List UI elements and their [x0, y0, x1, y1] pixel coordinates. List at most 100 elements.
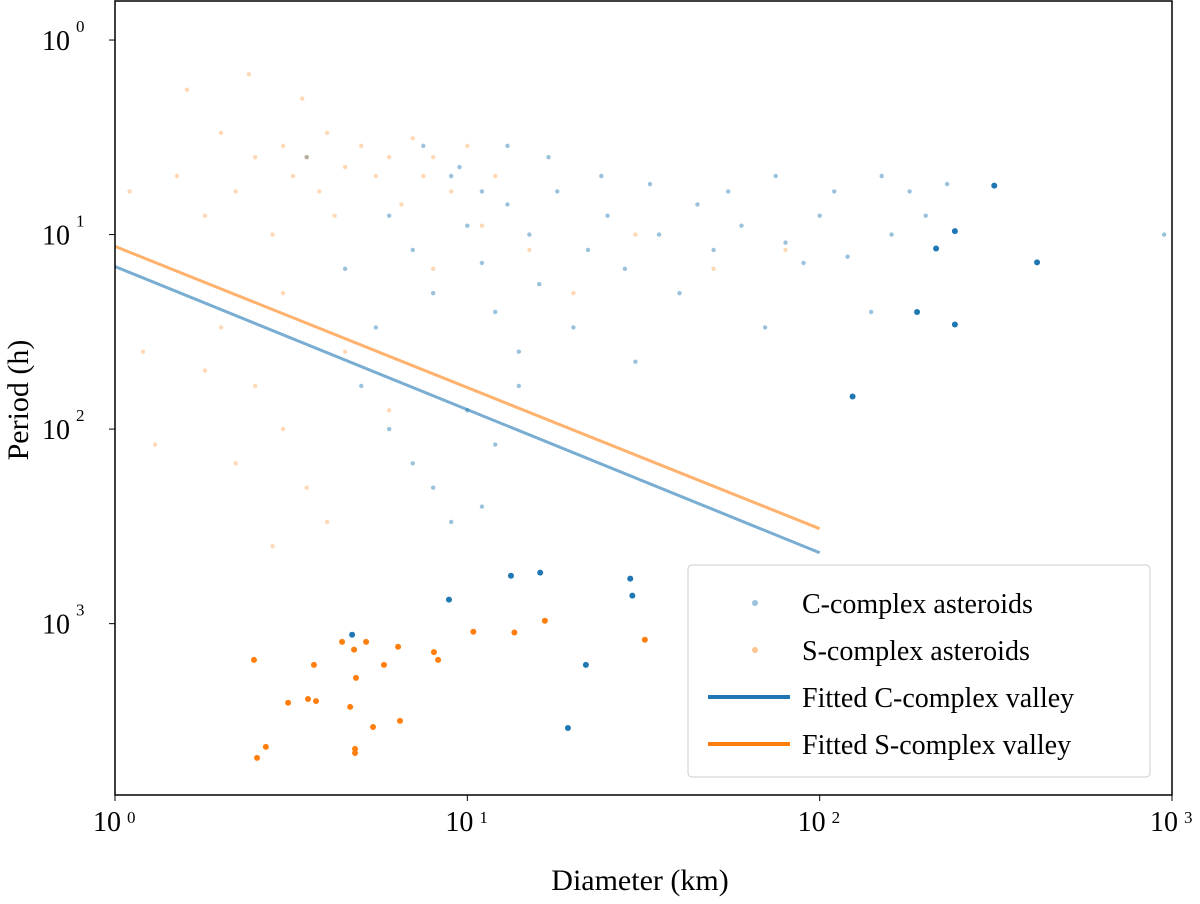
data-point [342, 266, 348, 272]
data-point [599, 173, 604, 179]
data-point [479, 260, 485, 266]
data-point [527, 247, 532, 253]
highlight-point [629, 592, 636, 599]
data-point [373, 325, 379, 330]
data-point [317, 189, 322, 194]
data-point [386, 213, 392, 218]
data-point [430, 154, 436, 160]
data-point [923, 213, 928, 218]
x-axis-label: Diameter (km) [551, 864, 728, 897]
data-point [783, 240, 788, 245]
highlight-point [435, 656, 442, 663]
data-point [465, 143, 470, 149]
data-point [479, 223, 485, 228]
data-point [253, 383, 258, 389]
highlight-point [564, 725, 571, 732]
data-point [493, 173, 498, 179]
data-point [184, 87, 190, 92]
data-point [773, 173, 778, 179]
data-point [546, 154, 551, 160]
data-point [479, 189, 485, 194]
data-point [739, 223, 744, 228]
data-point [449, 519, 454, 525]
x-tick-label: 10 [1150, 807, 1178, 838]
highlight-point [537, 569, 544, 576]
y-tick-exponent: 2 [76, 406, 85, 425]
data-point [386, 154, 392, 160]
data-point [516, 383, 522, 389]
data-point [457, 164, 462, 170]
fit-line-s [114, 244, 821, 531]
y-tick-label: 10 [42, 221, 70, 252]
data-point [280, 290, 286, 296]
y-axis-label: Period (h) [2, 340, 35, 461]
data-point [555, 189, 560, 194]
y-tick-label: 10 [42, 610, 70, 641]
legend-label: Fitted S-complex valley [802, 730, 1071, 761]
highlight-point [1034, 259, 1041, 266]
data-point [889, 232, 894, 237]
data-point [373, 173, 379, 179]
data-point [430, 485, 436, 490]
data-point [677, 290, 682, 296]
data-point [479, 504, 485, 509]
highlight-point [951, 228, 958, 235]
x-tick-exponent: 2 [832, 808, 841, 827]
highlight-point [396, 717, 403, 724]
data-point [304, 154, 309, 160]
legend-label: C-complex asteroids [802, 589, 1033, 620]
data-point [711, 266, 716, 272]
data-point [386, 426, 392, 432]
data-point [817, 213, 822, 218]
data-point [783, 247, 788, 253]
data-point [695, 202, 700, 207]
data-point [493, 309, 498, 315]
highlight-point [351, 646, 358, 653]
highlight-point [262, 743, 269, 750]
data-point [516, 349, 522, 354]
data-point [410, 136, 415, 141]
data-point [399, 202, 404, 207]
data-point [527, 232, 532, 237]
highlight-point [349, 631, 356, 638]
highlight-point [507, 572, 514, 579]
data-point [633, 359, 638, 364]
y-tick-label: 10 [42, 26, 70, 57]
legend-marker [752, 647, 758, 653]
legend-label: S-complex asteroids [802, 636, 1030, 667]
legend-marker [752, 600, 758, 606]
highlight-point [470, 628, 477, 635]
data-point [537, 282, 542, 287]
fit-line-c [114, 265, 821, 555]
data-point [571, 325, 576, 330]
y-tick-exponent: 1 [76, 212, 85, 231]
data-point [152, 442, 158, 447]
highlight-point [310, 661, 317, 668]
data-point [342, 349, 348, 354]
data-point [218, 325, 224, 330]
x-tick-exponent: 1 [479, 808, 488, 827]
data-point [430, 266, 436, 272]
data-point [585, 247, 591, 253]
y-tick-label: 10 [42, 415, 70, 446]
highlight-point [951, 321, 958, 328]
x-tick-label: 10 [798, 807, 826, 838]
highlight-point [339, 638, 346, 645]
highlight-point [511, 629, 518, 636]
data-point [324, 519, 330, 525]
data-point [762, 325, 768, 330]
data-point [571, 290, 576, 296]
data-point [300, 96, 305, 101]
data-point [430, 290, 436, 296]
highlight-point [541, 617, 548, 624]
data-point [907, 189, 912, 194]
data-point [233, 189, 238, 194]
highlight-point [285, 699, 292, 706]
data-point [280, 426, 286, 432]
data-point [246, 72, 252, 77]
data-point [304, 154, 309, 160]
data-point [386, 408, 392, 413]
highlight-point [430, 649, 437, 656]
data-point [410, 247, 415, 253]
x-tick-exponent: 0 [127, 808, 136, 827]
